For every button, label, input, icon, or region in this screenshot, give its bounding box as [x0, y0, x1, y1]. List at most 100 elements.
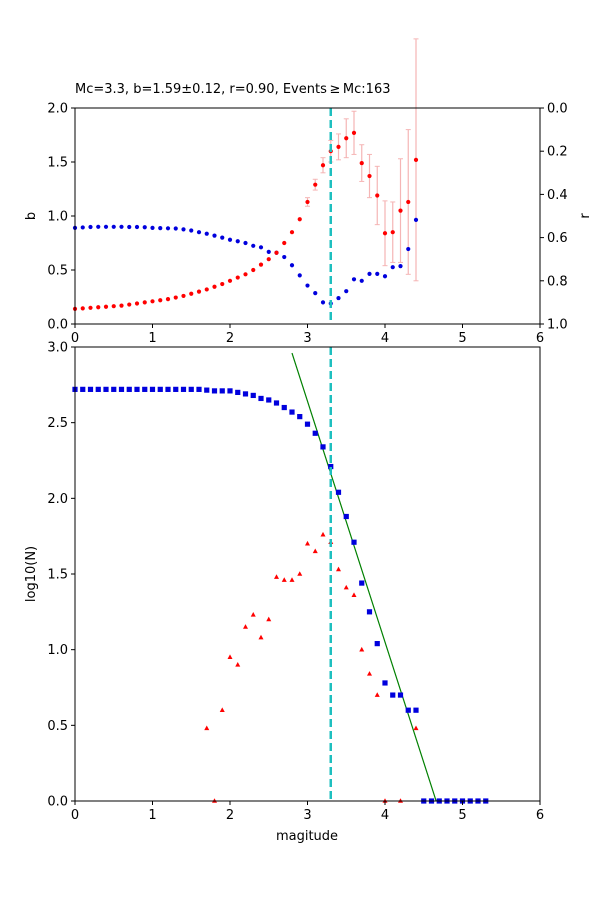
r-point — [413, 217, 419, 222]
r-point — [227, 237, 233, 242]
cumulative-point — [211, 388, 218, 394]
b-point — [336, 144, 341, 149]
noncumulative-point — [312, 548, 318, 554]
top-y-tick-label: 0.5 — [47, 264, 68, 279]
cumulative-point — [382, 680, 388, 686]
bottom-x-tick-label: 2 — [226, 808, 234, 823]
top-y-tick-label: 0.0 — [47, 318, 68, 333]
b-point — [413, 157, 419, 162]
cumulative-point — [165, 386, 171, 392]
cumulative-point — [335, 489, 342, 495]
b-point — [274, 250, 279, 255]
r-point — [282, 254, 287, 260]
r-point — [266, 249, 271, 254]
b-point — [297, 217, 302, 222]
cumulative-point — [405, 707, 411, 713]
b-point — [344, 136, 349, 141]
b-point — [258, 262, 264, 267]
cumulative-point — [366, 609, 373, 615]
b-point — [196, 289, 202, 294]
noncumulative-point — [367, 671, 372, 676]
b-point — [220, 281, 225, 287]
b-point — [382, 231, 388, 236]
bottom-y-tick-label: 1.0 — [47, 643, 68, 658]
bottom-y-tick-label: 2.5 — [47, 416, 68, 431]
b-point — [359, 160, 364, 166]
b-point — [103, 304, 109, 309]
top-x-tick-label: 2 — [226, 331, 234, 346]
top-y2-tick-label: 1.0 — [547, 318, 568, 333]
r-point — [367, 271, 372, 276]
r-point — [390, 265, 395, 270]
noncumulative-point — [274, 574, 279, 579]
r-point — [359, 278, 364, 283]
cumulative-point — [390, 692, 396, 698]
r-point — [142, 225, 147, 230]
r-point — [344, 289, 349, 294]
top-x-tick-label: 0 — [71, 331, 79, 346]
top-axes-frame — [74, 107, 541, 325]
r-point — [305, 283, 310, 288]
r-point — [204, 231, 209, 236]
r-point — [406, 246, 411, 252]
cumulative-point — [374, 641, 380, 647]
cumulative-point — [297, 414, 303, 420]
top-x-tick-label: 6 — [536, 331, 544, 346]
noncumulative-point — [320, 531, 326, 537]
top-x-tick-label: 5 — [458, 331, 466, 346]
b-point — [406, 199, 411, 205]
b-point — [88, 305, 93, 310]
r-point — [375, 271, 380, 276]
cumulative-point — [328, 463, 334, 470]
cumulative-point — [250, 392, 256, 399]
noncumulative-point — [374, 692, 380, 697]
cumulative-point — [413, 707, 419, 713]
top-plot-area: 0 1 2 3 4 5 6 0.0 0.5 1.0 1.5 2.0 0.0 0.2 0.4 0.6 0.8 1.0 — [47, 38, 568, 346]
b-point — [80, 306, 85, 311]
r-point — [336, 295, 341, 301]
bottom-x-tick-label: 4 — [381, 808, 389, 823]
r-point — [351, 277, 357, 282]
bottom-y-tick-label: 2.0 — [47, 492, 68, 507]
noncumulative-point — [281, 577, 287, 582]
r-point — [313, 291, 318, 296]
top-y2-tick-label: 0.2 — [547, 145, 568, 160]
b-point — [165, 297, 171, 302]
cumulative-point — [258, 395, 264, 402]
r-point — [382, 274, 388, 279]
b-point — [111, 304, 116, 309]
bottom-y-tick-label: 1.5 — [47, 568, 68, 583]
b-point — [320, 163, 326, 168]
r-point — [127, 224, 132, 230]
noncumulative-point — [297, 571, 303, 576]
b-point — [158, 298, 163, 303]
b-point — [204, 287, 209, 292]
cumulative-point — [281, 404, 287, 411]
b-point — [367, 173, 372, 179]
r-point — [181, 227, 186, 232]
cumulative-point — [95, 386, 101, 392]
noncumulative-point — [258, 634, 264, 640]
r-point — [119, 224, 124, 229]
cumulative-point — [142, 386, 148, 392]
noncumulative-point — [351, 592, 357, 597]
cumulative-point — [320, 444, 326, 450]
b-point — [243, 272, 248, 277]
r-point — [165, 226, 171, 231]
r-point — [111, 224, 116, 229]
b-point — [289, 230, 295, 235]
b-point — [173, 295, 178, 300]
noncumulative-point — [219, 707, 225, 712]
b-point — [134, 301, 140, 306]
r-point — [212, 233, 217, 238]
r-point — [189, 228, 194, 233]
b-point — [150, 299, 155, 304]
b-point — [390, 230, 395, 235]
b-point — [142, 300, 147, 305]
b-point — [398, 208, 403, 213]
b-point — [313, 182, 318, 187]
b-point — [251, 267, 256, 273]
top-y2-tick-label: 0.8 — [547, 274, 568, 289]
top-y2-tick-label: 0.6 — [547, 231, 568, 246]
r-point — [398, 264, 403, 269]
